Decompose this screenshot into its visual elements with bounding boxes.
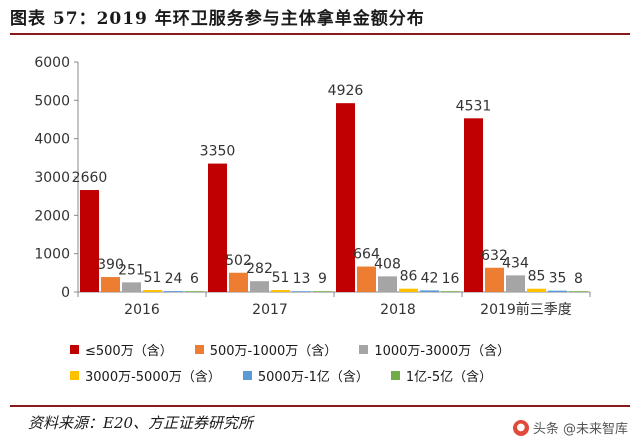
- bar: [357, 266, 376, 292]
- legend-label: ≤500万（含）: [85, 343, 173, 359]
- bar: [548, 290, 567, 292]
- data-label: 2660: [72, 170, 108, 186]
- data-label: 24: [165, 271, 183, 287]
- data-label: 6: [190, 271, 199, 287]
- y-tick-label: 3000: [34, 170, 70, 186]
- x-tick-label: 2017: [252, 302, 288, 318]
- legend-label: 1000万-3000万（含）: [374, 343, 511, 359]
- data-label: 16: [442, 271, 460, 287]
- legend-swatch: [242, 370, 252, 380]
- title-divider: [10, 33, 630, 35]
- bar: [527, 288, 546, 292]
- data-label: 51: [144, 270, 162, 286]
- data-label: 251: [118, 262, 145, 278]
- bar: [292, 291, 311, 292]
- bar: [378, 276, 397, 292]
- bar-chart: 0 1000 2000 3000 4000 5000 6000 2016 2017 2018 201…: [34, 55, 591, 318]
- data-label: 51: [272, 270, 290, 286]
- bar: [80, 190, 99, 292]
- bar: [485, 267, 504, 292]
- bar: [101, 277, 120, 292]
- legend-label: 500万-1000万（含）: [209, 343, 338, 359]
- y-tick-label: 1000: [34, 247, 70, 263]
- legend-label: 5000万-1亿（含）: [257, 369, 369, 385]
- data-label: 9: [318, 271, 327, 287]
- data-label: 632: [481, 248, 508, 264]
- data-label: 434: [502, 255, 529, 271]
- y-tick-label: 6000: [34, 55, 70, 71]
- data-label: 85: [528, 269, 546, 285]
- bar: [271, 290, 290, 292]
- legend-item: 1亿-5亿（含）: [390, 366, 493, 385]
- data-label: 4531: [456, 98, 492, 114]
- data-label: 408: [374, 256, 401, 272]
- bar: [464, 118, 483, 292]
- data-label: 390: [97, 257, 124, 273]
- data-label: 86: [400, 269, 418, 285]
- bar: [250, 281, 269, 292]
- bar: [441, 291, 460, 292]
- x-tick-label: 2016: [124, 302, 160, 318]
- watermark-text: 头条 @未来智库: [532, 422, 628, 437]
- legend-label: 3000万-5000万（含）: [85, 369, 221, 385]
- data-label: 4926: [328, 83, 364, 99]
- x-tick-label: 2018: [380, 302, 416, 318]
- source-note: 资料来源：E20、方正证券研究所: [28, 414, 254, 432]
- data-label: 502: [225, 253, 252, 269]
- bar: [313, 291, 332, 292]
- y-tick-label: 0: [61, 285, 70, 301]
- legend-item: 5000万-1亿（含）: [242, 366, 369, 385]
- legend-row: ≤500万（含） 500万-1000万（含） 1000万-3000万（含）: [70, 336, 590, 362]
- figure-title: 图表 57：2019 年环卫服务参与主体拿单金额分布: [10, 9, 425, 29]
- bar: [164, 291, 183, 292]
- data-label: 42: [421, 270, 439, 286]
- data-label: 8: [574, 271, 583, 287]
- legend-item: 3000万-5000万（含）: [70, 366, 221, 385]
- bar: [122, 282, 141, 292]
- bar: [569, 291, 588, 292]
- bar: [208, 163, 227, 292]
- bar: [336, 103, 355, 292]
- watermark: ● 头条 @未来智库: [512, 418, 628, 437]
- legend-item: 1000万-3000万（含）: [359, 340, 510, 359]
- bar: [506, 275, 525, 292]
- legend-item: 500万-1000万（含）: [194, 340, 338, 359]
- legend-row: 3000万-5000万（含） 5000万-1亿（含） 1亿-5亿（含）: [70, 362, 590, 388]
- data-label: 282: [246, 261, 273, 277]
- data-label: 3350: [200, 144, 236, 160]
- legend-swatch: [359, 344, 369, 354]
- legend-swatch: [194, 344, 204, 354]
- footer-divider: [10, 405, 630, 407]
- chart-legend: ≤500万（含） 500万-1000万（含） 1000万-3000万（含） 3000…: [70, 336, 590, 388]
- bar: [399, 288, 418, 292]
- legend-swatch: [70, 344, 79, 354]
- watermark-logo-icon: ●: [512, 419, 529, 436]
- x-tick-label: 2019前三季度: [480, 301, 572, 318]
- legend-item: ≤500万（含）: [70, 340, 173, 359]
- data-label: 664: [353, 247, 380, 263]
- data-label: 35: [549, 271, 567, 287]
- bar: [143, 290, 162, 292]
- legend-swatch: [70, 370, 79, 380]
- y-tick-label: 4000: [34, 132, 70, 148]
- legend-label: 1亿-5亿（含）: [405, 369, 493, 385]
- y-tick-label: 2000: [34, 208, 70, 224]
- legend-swatch: [390, 370, 400, 380]
- y-tick-label: 5000: [34, 93, 70, 109]
- bar: [229, 272, 248, 292]
- data-label: 13: [293, 271, 311, 287]
- bar: [420, 290, 439, 292]
- bar: [185, 291, 204, 292]
